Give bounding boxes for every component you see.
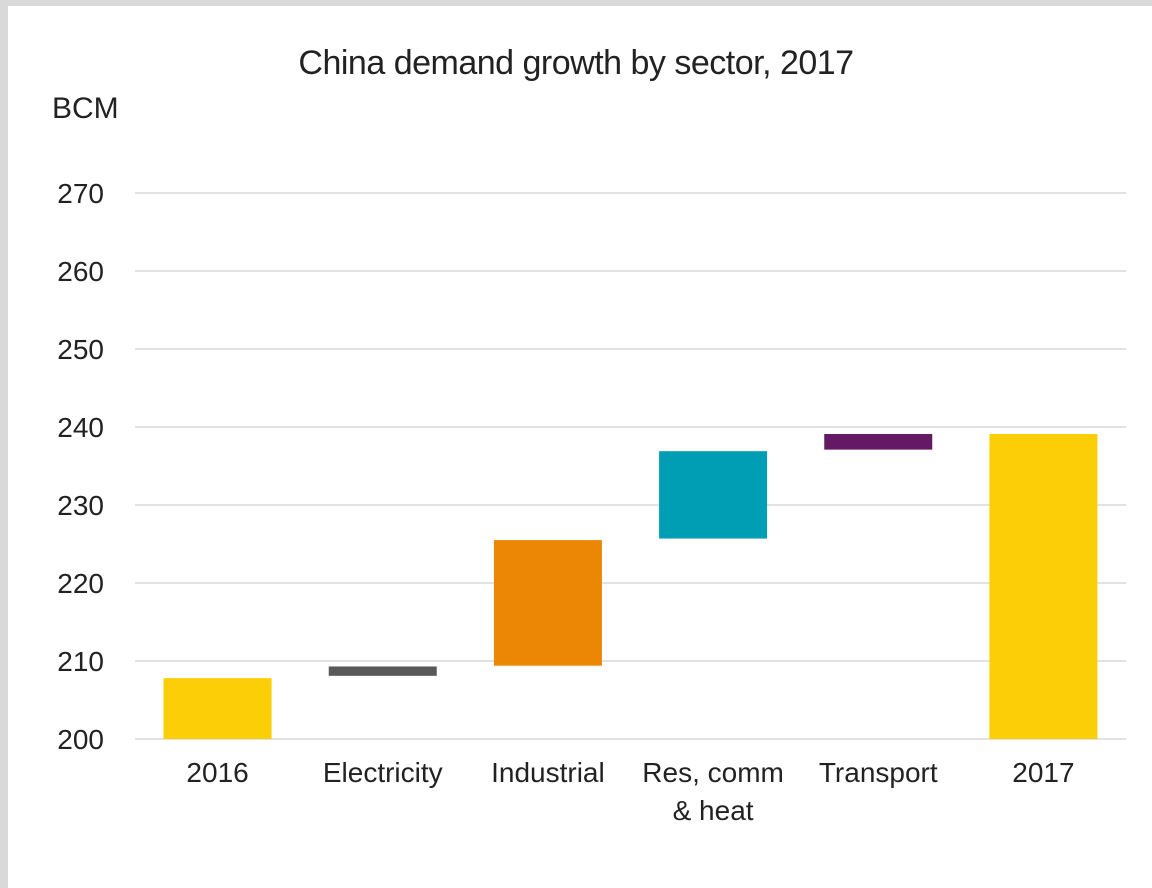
x-tick-label: 2016	[186, 757, 248, 788]
bars	[163, 434, 1098, 739]
y-tick-label: 230	[57, 490, 104, 521]
chart-title: China demand growth by sector, 2017	[298, 44, 854, 82]
x-tick-label: Electricity	[323, 757, 443, 788]
x-tick-label: Industrial	[491, 757, 605, 788]
y-tick-label: 260	[57, 256, 104, 287]
y-tick-label: 200	[57, 724, 104, 755]
x-axis-labels: 2016 Electricity Industrial Res, comm & heat…	[186, 757, 1074, 826]
x-tick-label: Transport	[819, 757, 938, 788]
chart-frame	[8, 6, 1152, 888]
x-tick-label: & heat	[673, 795, 754, 826]
bar-industrial	[493, 540, 602, 666]
y-axis-unit-label: BCM	[52, 92, 119, 125]
bar-transport	[824, 434, 933, 450]
y-tick-label: 270	[57, 178, 104, 209]
x-tick-label: Res, comm	[642, 757, 784, 788]
x-tick-label: 2017	[1012, 757, 1074, 788]
y-tick-label: 220	[57, 568, 104, 599]
y-tick-label: 210	[57, 646, 104, 677]
bar-2016	[163, 678, 272, 739]
bar-2017	[989, 434, 1098, 739]
bar-res-comm-heat	[659, 451, 768, 539]
y-tick-label: 250	[57, 334, 104, 365]
bar-electricity	[328, 666, 437, 676]
gridlines	[135, 192, 1126, 740]
y-tick-label: 240	[57, 412, 104, 443]
y-axis-ticks: 200 210 220 230 240 250 260 270	[57, 178, 104, 755]
